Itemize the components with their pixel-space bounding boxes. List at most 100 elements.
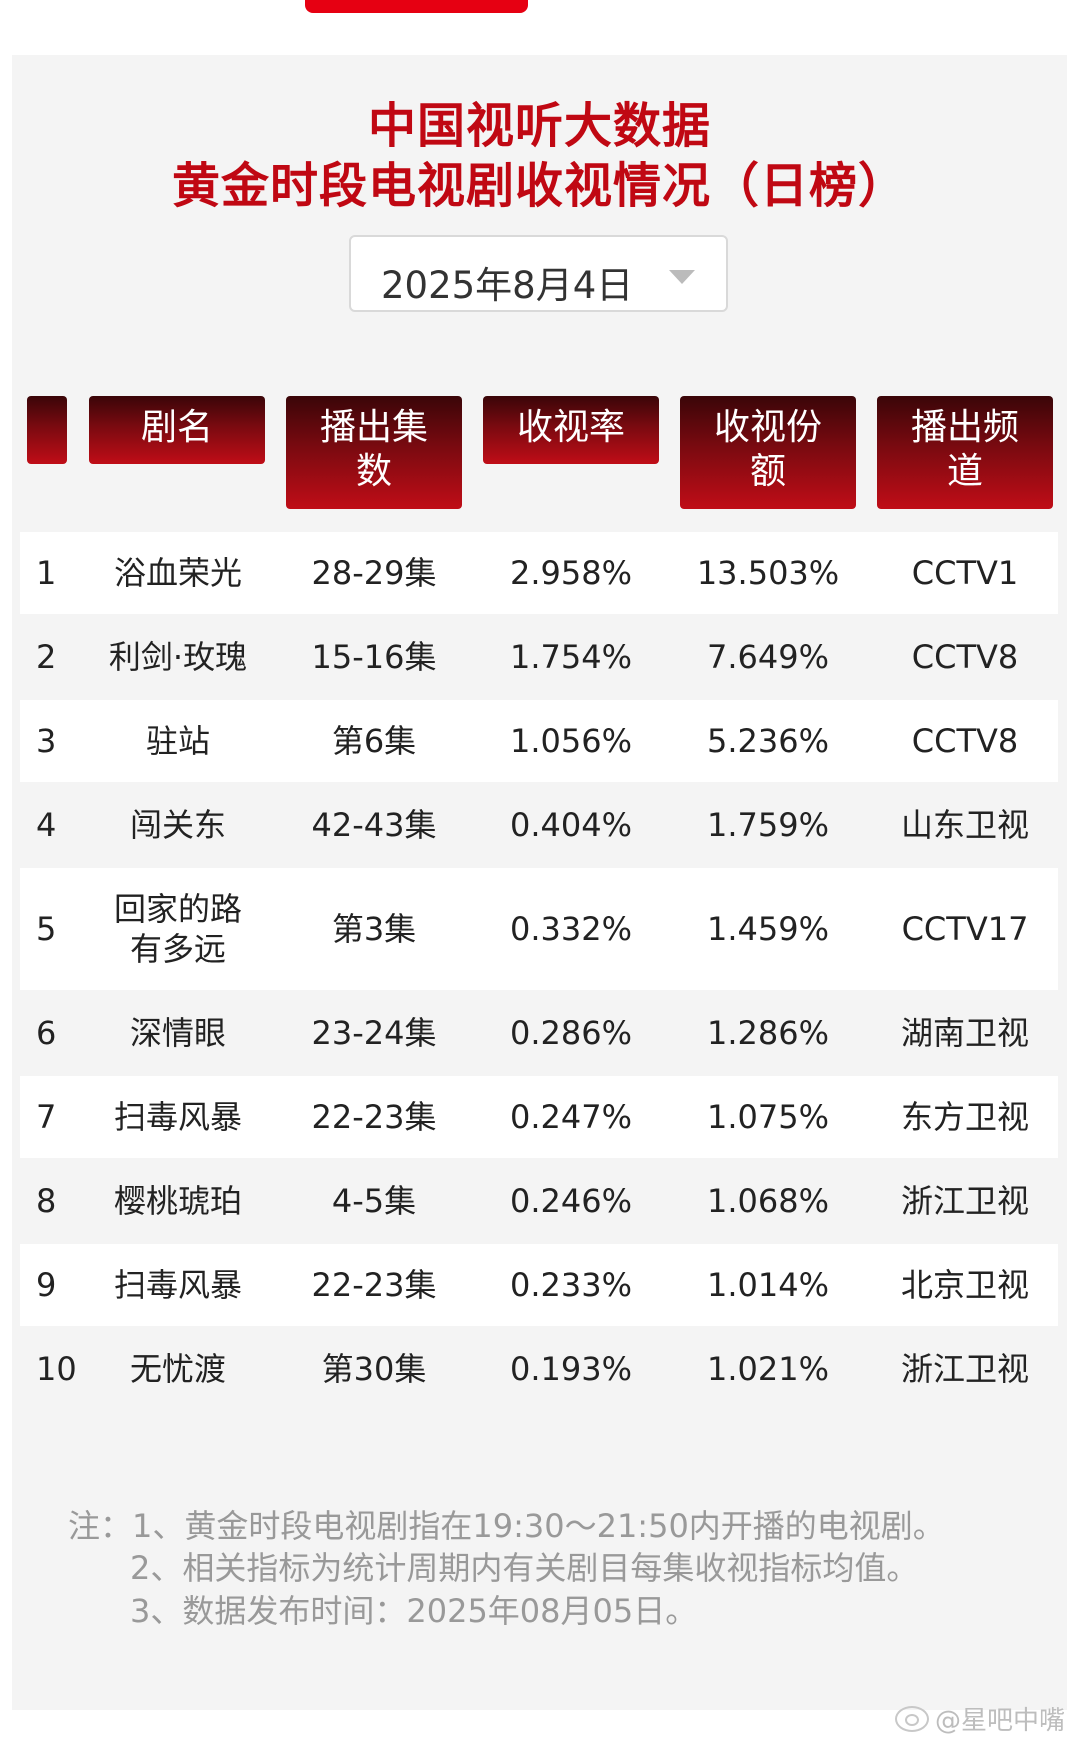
- cell-episodes: 第6集: [286, 700, 462, 782]
- cell-rank: 4: [20, 784, 70, 866]
- cell-rank: 7: [20, 1076, 70, 1158]
- cell-episodes: 4-5集: [286, 1160, 462, 1242]
- cell-share-text: 1.075%: [706, 1098, 829, 1136]
- watermark: @星吧中嘴: [894, 1700, 1065, 1737]
- table-row[interactable]: 8 樱桃琥珀 4-5集 0.246% 1.068% 浙江卫视: [20, 1160, 1058, 1242]
- cell-episodes: 42-43集: [286, 784, 462, 866]
- cell-episodes-text: 4-5集: [331, 1182, 417, 1220]
- cell-channel: CCTV8: [877, 616, 1053, 698]
- note-line-1: 注：1、黄金时段电视剧指在19:30～21:50内开播的电视剧。: [68, 1507, 945, 1545]
- cell-rating-text: 0.286%: [509, 1014, 632, 1052]
- cell-name-text: 樱桃琥珀: [113, 1182, 242, 1220]
- cell-rating: 0.193%: [483, 1328, 659, 1410]
- cell-rating: 2.958%: [483, 532, 659, 614]
- cell-rank: 6: [20, 992, 70, 1074]
- cell-rating: 0.332%: [483, 868, 659, 990]
- cell-rating-text: 0.193%: [509, 1350, 632, 1388]
- cell-episodes: 第3集: [286, 868, 462, 990]
- cell-share-text: 1.068%: [706, 1182, 829, 1220]
- cell-share: 1.075%: [680, 1076, 856, 1158]
- header-share-label: 收视份 额: [713, 407, 822, 492]
- cell-name-text: 扫毒风暴: [113, 1098, 242, 1136]
- cell-share: 1.286%: [680, 992, 856, 1074]
- cell-rank: 1: [20, 532, 70, 614]
- note-line-2: 2、相关指标为统计周期内有关剧目每集收视指标均值。: [130, 1549, 919, 1587]
- cell-episodes-text: 22-23集: [311, 1098, 437, 1136]
- note-line-3: 3、数据发布时间：2025年08月05日。: [130, 1592, 698, 1630]
- watermark-text: @星吧中嘴: [934, 1706, 1065, 1736]
- table-row[interactable]: 1 浴血荣光 28-29集 2.958% 13.503% CCTV1: [20, 532, 1058, 614]
- cell-rank: 3: [20, 700, 70, 782]
- cell-episodes-text: 23-24集: [311, 1014, 437, 1052]
- cell-share: 1.068%: [680, 1160, 856, 1242]
- cell-share-text: 7.649%: [706, 638, 829, 676]
- cell-rank: 10: [20, 1328, 77, 1410]
- cell-name: 无忧渡: [90, 1328, 266, 1410]
- cell-episodes: 22-23集: [286, 1244, 462, 1326]
- top-tab-indicator[interactable]: [305, 0, 528, 13]
- table-row[interactable]: 5 回家的路有多远 第3集 0.332% 1.459% CCTV17: [20, 868, 1058, 990]
- cell-rank: 2: [20, 616, 70, 698]
- table-row[interactable]: 10 无忧渡 第30集 0.193% 1.021% 浙江卫视: [20, 1328, 1058, 1410]
- table-row[interactable]: 4 闯关东 42-43集 0.404% 1.759% 山东卫视: [20, 784, 1058, 866]
- header-rank: [27, 396, 67, 464]
- table-row[interactable]: 3 驻站 第6集 1.056% 5.236% CCTV8: [20, 700, 1058, 782]
- cell-name: 扫毒风暴: [90, 1076, 266, 1158]
- cell-rank: 5: [20, 868, 70, 990]
- page-subtitle: 黄金时段电视剧收视情况（日榜）: [171, 158, 907, 214]
- cell-name: 回家的路有多远: [90, 868, 266, 990]
- cell-rating-text: 1.754%: [509, 638, 632, 676]
- cell-rank: 9: [20, 1244, 70, 1326]
- header-rating-label: 收视率: [516, 407, 625, 448]
- header-rating: 收视率: [483, 396, 659, 464]
- cell-rank-text: 3: [36, 722, 57, 760]
- cell-channel-text: 东方卫视: [900, 1098, 1029, 1136]
- cell-share-text: 1.021%: [706, 1350, 829, 1388]
- cell-name-text: 扫毒风暴: [113, 1266, 242, 1304]
- cell-rating-text: 0.404%: [509, 806, 632, 844]
- cell-episodes: 15-16集: [286, 616, 462, 698]
- cell-rating: 0.247%: [483, 1076, 659, 1158]
- header-channel-label: 播出频 道: [910, 407, 1019, 492]
- cell-rating-text: 0.332%: [509, 910, 632, 948]
- cell-name-text: 回家的路有多远: [113, 890, 242, 968]
- cell-rank-text: 1: [36, 554, 57, 592]
- header-episodes-label: 播出集 数: [319, 407, 428, 492]
- cell-episodes: 22-23集: [286, 1076, 462, 1158]
- cell-rating: 1.056%: [483, 700, 659, 782]
- cell-episodes-text: 第6集: [331, 722, 417, 760]
- table-row[interactable]: 9 扫毒风暴 22-23集 0.233% 1.014% 北京卫视: [20, 1244, 1058, 1326]
- cell-channel-text: 北京卫视: [900, 1266, 1029, 1304]
- page-title: 中国视听大数据: [367, 98, 711, 154]
- cell-name: 扫毒风暴: [90, 1244, 266, 1326]
- cell-name-text: 无忧渡: [129, 1350, 226, 1388]
- cell-rating: 0.286%: [483, 992, 659, 1074]
- cell-rating-text: 0.247%: [509, 1098, 632, 1136]
- cell-channel-text: CCTV8: [911, 638, 1019, 676]
- cell-rank-text: 9: [36, 1266, 57, 1304]
- cell-channel-text: 浙江卫视: [900, 1350, 1029, 1388]
- cell-episodes-text: 第30集: [321, 1350, 427, 1388]
- cell-rating-text: 1.056%: [509, 722, 632, 760]
- cell-channel-text: 山东卫视: [900, 806, 1029, 844]
- cell-rating: 0.246%: [483, 1160, 659, 1242]
- cell-channel: CCTV17: [877, 868, 1053, 990]
- table-row[interactable]: 2 利剑·玫瑰 15-16集 1.754% 7.649% CCTV8: [20, 616, 1058, 698]
- cell-name-text: 利剑·玫瑰: [108, 638, 248, 676]
- header-name: 剧名: [89, 396, 265, 464]
- table-row[interactable]: 7 扫毒风暴 22-23集 0.247% 1.075% 东方卫视: [20, 1076, 1058, 1158]
- cell-name: 浴血荣光: [90, 532, 266, 614]
- cell-share-text: 13.503%: [696, 554, 840, 592]
- cell-name-text: 深情眼: [129, 1014, 226, 1052]
- cell-rank-text: 2: [36, 638, 57, 676]
- weibo-icon: [894, 1705, 929, 1732]
- date-selector[interactable]: 2025年8月4日: [349, 235, 728, 312]
- cell-share-text: 1.014%: [706, 1266, 829, 1304]
- table-row[interactable]: 6 深情眼 23-24集 0.286% 1.286% 湖南卫视: [20, 992, 1058, 1074]
- cell-rating-text: 0.246%: [509, 1182, 632, 1220]
- cell-rating: 0.233%: [483, 1244, 659, 1326]
- cell-channel: 浙江卫视: [877, 1328, 1053, 1410]
- cell-rating-text: 0.233%: [509, 1266, 632, 1304]
- cell-share: 1.021%: [680, 1328, 856, 1410]
- cell-episodes: 28-29集: [286, 532, 462, 614]
